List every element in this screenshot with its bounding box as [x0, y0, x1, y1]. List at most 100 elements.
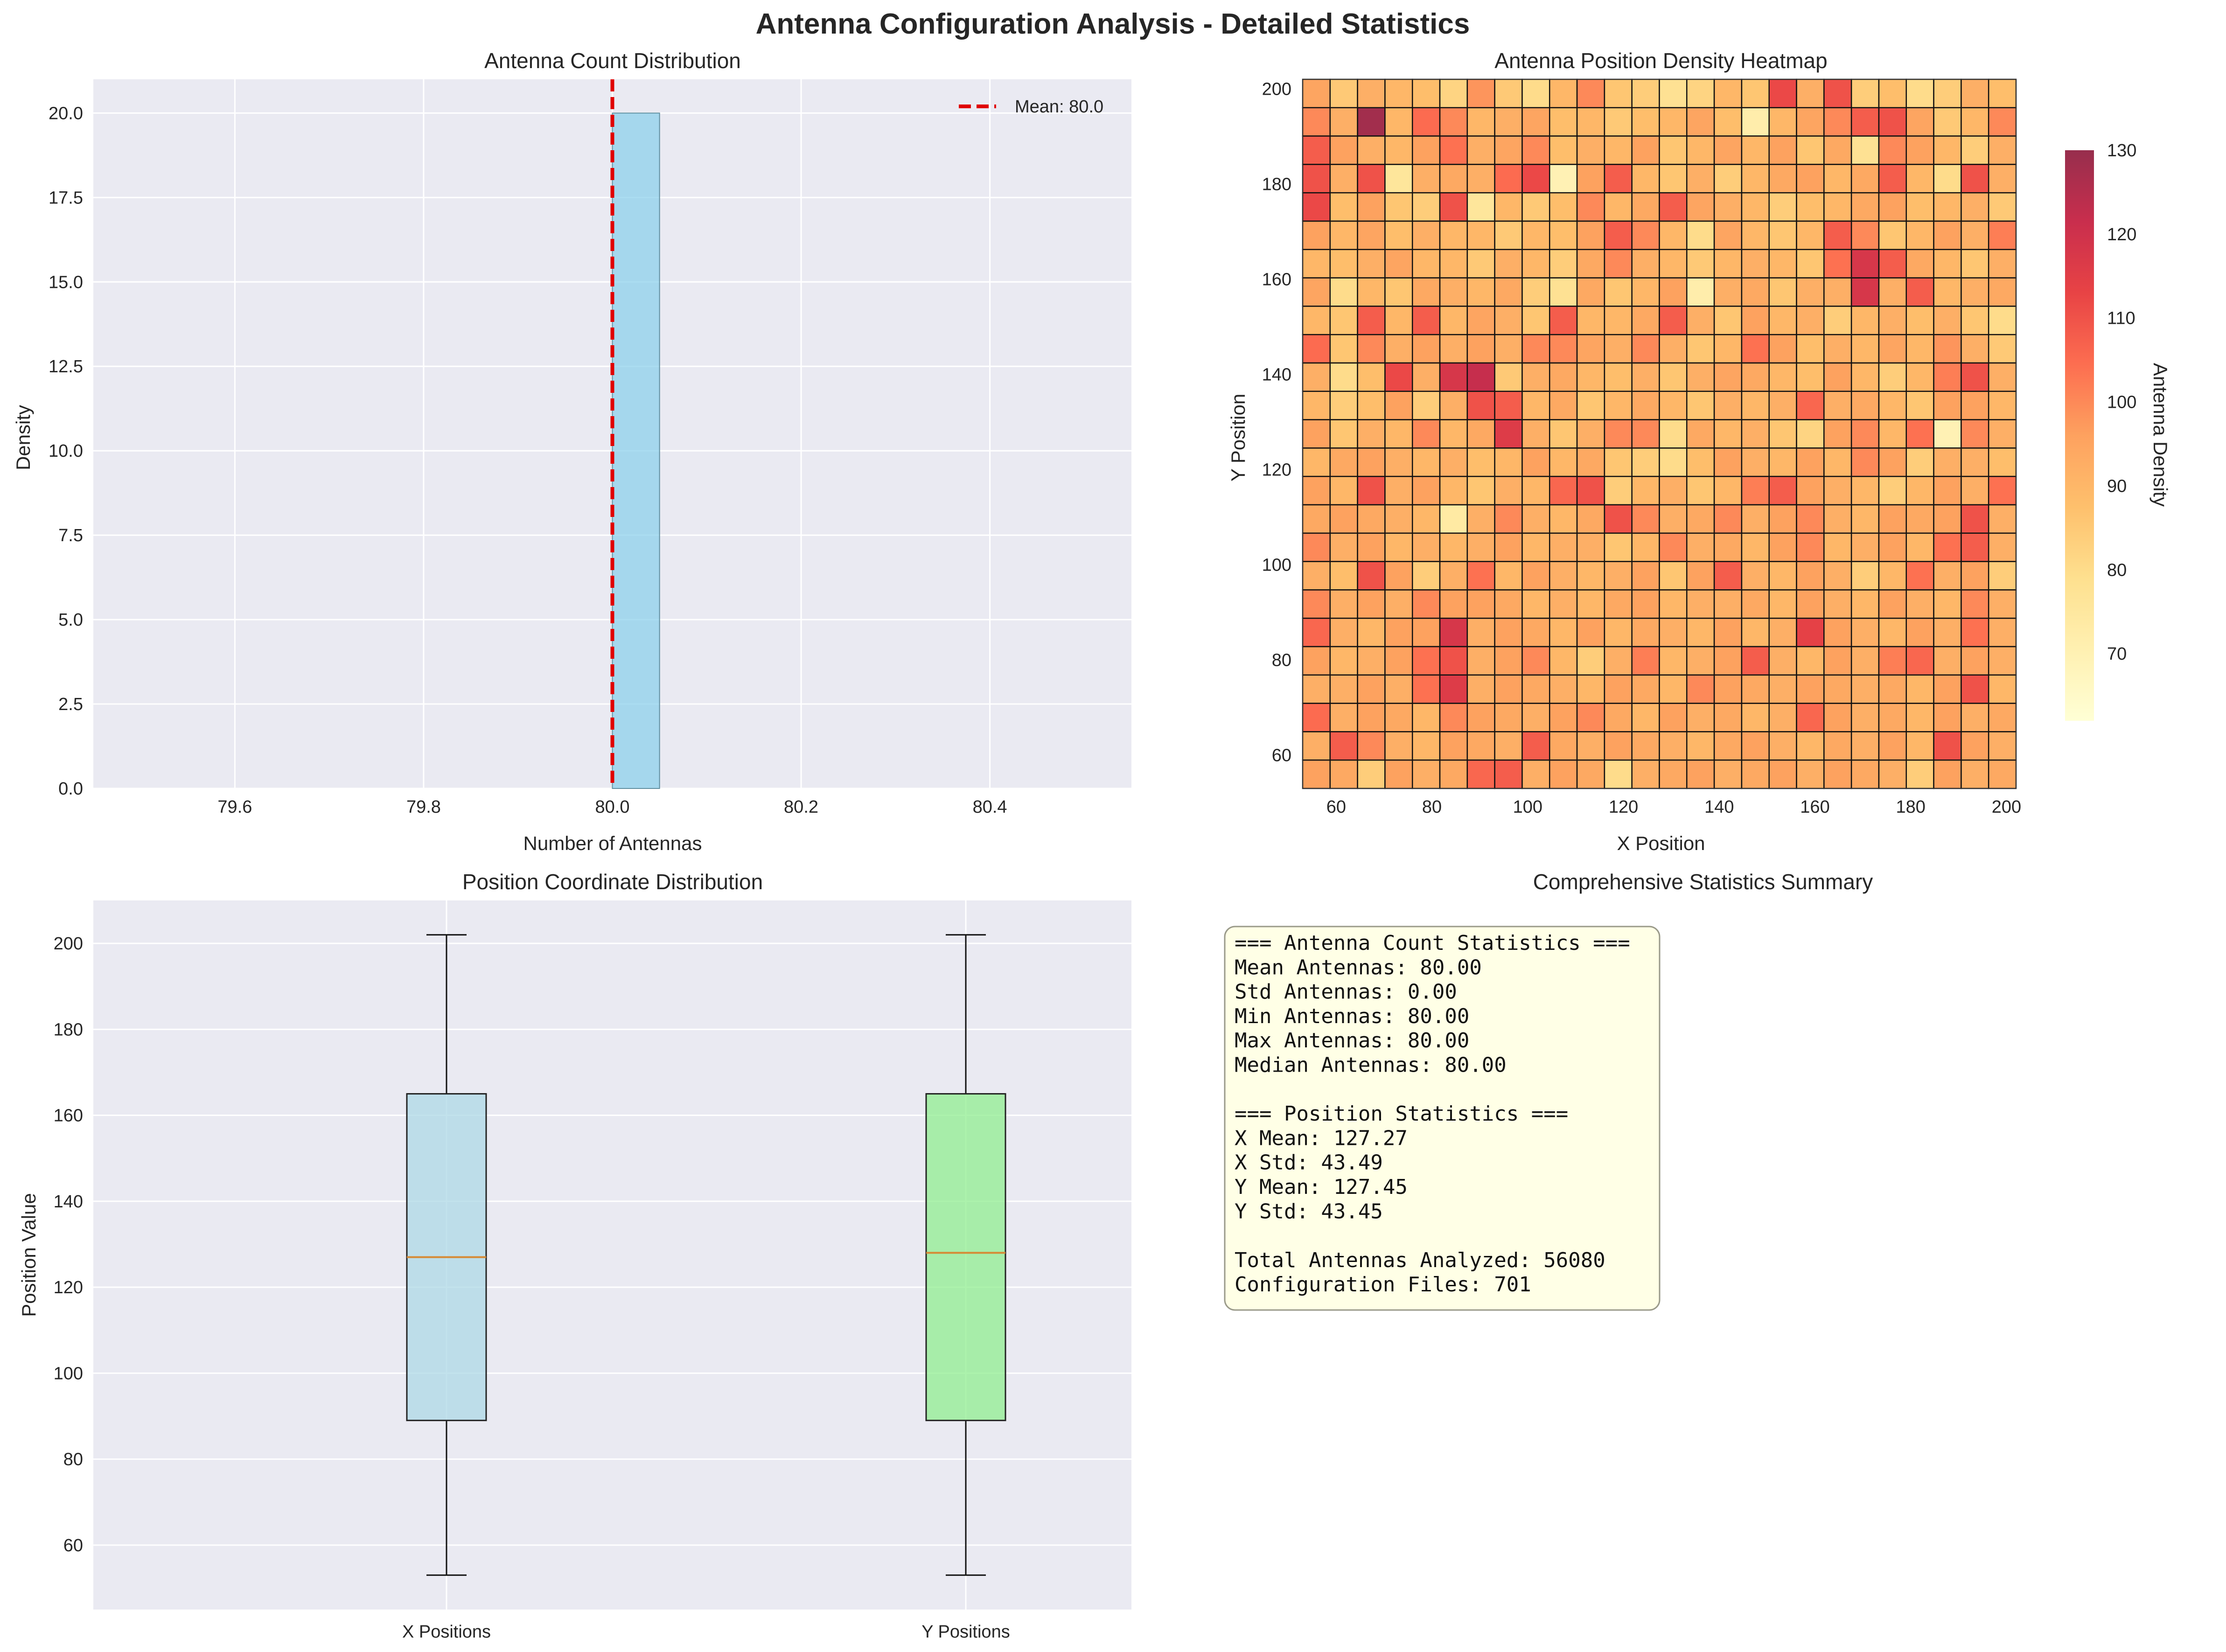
heatmap-cell	[1741, 306, 1770, 335]
heatmap-cell	[1384, 306, 1413, 335]
heatmap-cell	[1439, 674, 1468, 704]
heatmap-cell	[1549, 646, 1578, 676]
heatmap-cell	[1576, 362, 1605, 392]
histogram-y-tick-label: 10.0	[49, 441, 83, 461]
colorbar	[2065, 150, 2094, 721]
histogram-x-tick-label: 79.8	[406, 797, 441, 817]
heatmap-cell	[1357, 419, 1386, 449]
heatmap-cell	[1823, 334, 1852, 364]
heatmap-cell	[1796, 135, 1825, 165]
heatmap-cell	[1933, 135, 1962, 165]
heatmap-cell	[1521, 192, 1550, 222]
heatmap-cell	[1741, 419, 1770, 449]
heatmap-cell	[1411, 759, 1441, 789]
heatmap-cell	[1686, 334, 1715, 364]
heatmap-cell	[1878, 362, 1907, 392]
heatmap-cell	[1329, 78, 1358, 109]
heatmap-cell	[1659, 759, 1688, 789]
heatmap-y-tick-label: 180	[1262, 174, 1291, 194]
heatmap-cell	[1741, 249, 1770, 279]
heatmap-cell	[1439, 78, 1468, 109]
heatmap-cell	[1988, 419, 2017, 449]
heatmap-cell	[1713, 731, 1743, 761]
heatmap-cell	[1850, 646, 1880, 676]
heatmap-cell	[1329, 475, 1358, 506]
heatmap-cell	[1384, 589, 1413, 619]
heatmap-cell	[1905, 561, 1934, 591]
heatmap-cell	[1713, 532, 1743, 562]
heatmap-cell	[1466, 362, 1495, 392]
histogram-x-tick-label: 79.6	[217, 797, 252, 817]
heatmap-cell	[1384, 447, 1413, 477]
heatmap-cell	[1796, 192, 1825, 222]
heatmap-cell	[1878, 220, 1907, 251]
heatmap-cell	[1741, 759, 1770, 789]
heatmap-cell	[1686, 362, 1715, 392]
heatmap-cell	[1576, 277, 1605, 307]
heatmap-cell	[1384, 192, 1413, 222]
heatmap-cell	[1768, 561, 1797, 591]
heatmap-cell	[1768, 419, 1797, 449]
heatmap-cell	[1713, 475, 1743, 506]
heatmap-cell	[1549, 220, 1578, 251]
heatmap-cell	[1576, 532, 1605, 562]
heatmap-cell	[1988, 334, 2017, 364]
heatmap-cell	[1631, 731, 1660, 761]
histogram-y-tick-label: 15.0	[49, 272, 83, 292]
heatmap-cell	[1521, 362, 1550, 392]
heatmap-cell	[1713, 249, 1743, 279]
boxplot-x-tick-label: Y Positions	[921, 1622, 1010, 1642]
heatmap-cell	[1823, 135, 1852, 165]
heatmap-cell	[1604, 277, 1633, 307]
heatmap-cell	[1631, 759, 1660, 789]
heatmap-cell	[1631, 107, 1660, 137]
heatmap-cell	[1878, 674, 1907, 704]
heatmap-cell	[1850, 617, 1880, 648]
heatmap-cell	[1521, 561, 1550, 591]
heatmap-cell	[1357, 759, 1386, 789]
heatmap-cell	[1357, 390, 1386, 420]
heatmap-cell	[1686, 504, 1715, 534]
heatmap-cell	[1576, 249, 1605, 279]
heatmap-cell	[1494, 135, 1523, 165]
heatmap-cell	[1850, 220, 1880, 251]
heatmap-cell	[1384, 646, 1413, 676]
boxplot-y-tick-label: 80	[63, 1450, 83, 1470]
heatmap-cell	[1823, 475, 1852, 506]
heatmap-cell	[1466, 306, 1495, 335]
heatmap-cell	[1631, 306, 1660, 335]
heatmap-cell	[1357, 249, 1386, 279]
heatmap-cell	[1357, 561, 1386, 591]
heatmap-cell	[1576, 334, 1605, 364]
colorbar-tick-label: 90	[2107, 476, 2127, 496]
heatmap-cell	[1302, 135, 1331, 165]
heatmap-cell	[1905, 759, 1934, 789]
heatmap-cell	[1686, 589, 1715, 619]
heatmap-cell	[1713, 674, 1743, 704]
heatmap-cell	[1686, 475, 1715, 506]
heatmap-cell	[1604, 731, 1633, 761]
heatmap-cell	[1384, 135, 1413, 165]
heatmap-cell	[1521, 135, 1550, 165]
heatmap-cell	[1933, 390, 1962, 420]
heatmap-cell	[1796, 561, 1825, 591]
heatmap-cell	[1329, 362, 1358, 392]
heatmap-cell	[1494, 759, 1523, 789]
heatmap-cell	[1604, 759, 1633, 789]
heatmap-cell	[1576, 561, 1605, 591]
heatmap-cell	[1302, 390, 1331, 420]
heatmap-cell	[1411, 561, 1441, 591]
heatmap-cell	[1905, 703, 1934, 732]
heatmap-cell	[1576, 674, 1605, 704]
summary-line: === Antenna Count Statistics ===	[1235, 931, 1630, 955]
heatmap-cell	[1631, 617, 1660, 648]
heatmap-cell	[1494, 362, 1523, 392]
heatmap-cell	[1905, 135, 1934, 165]
heatmap-cell	[1850, 192, 1880, 222]
heatmap-cell	[1988, 135, 2017, 165]
heatmap-cell	[1878, 419, 1907, 449]
heatmap-cell	[1302, 646, 1331, 676]
heatmap-cell	[1329, 532, 1358, 562]
heatmap-cell	[1905, 646, 1934, 676]
heatmap-cell	[1905, 220, 1934, 251]
